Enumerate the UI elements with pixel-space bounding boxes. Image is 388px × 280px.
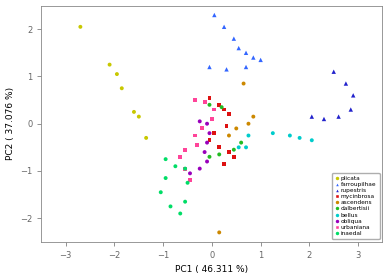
Point [206, 65, 213, 69]
Point [243, 65, 249, 69]
Point [250, 55, 256, 60]
Point [182, 199, 188, 204]
Point [167, 204, 173, 209]
Point [119, 86, 125, 90]
Point [192, 133, 198, 138]
Point [221, 25, 227, 29]
Point [163, 157, 169, 161]
Point [187, 171, 193, 176]
Point [245, 133, 251, 138]
Point [201, 100, 208, 105]
Point [206, 138, 213, 143]
Point [231, 155, 237, 159]
Point [177, 211, 184, 216]
Point [270, 131, 276, 136]
Point [221, 162, 227, 166]
X-axis label: PC1 ( 46.311 %): PC1 ( 46.311 %) [175, 265, 248, 274]
Point [241, 81, 247, 86]
Point [206, 95, 213, 100]
Point [287, 133, 293, 138]
Point [209, 117, 215, 121]
Point [343, 81, 349, 86]
Point [221, 107, 227, 112]
Point [187, 178, 193, 183]
Point [245, 122, 251, 126]
Point [204, 159, 210, 164]
Point [321, 117, 327, 121]
Legend: plicata, farroupilhae, rupestris, mycinbrosa, ascendens, dalbertisii, bellus, ob: plicata, farroupilhae, rupestris, mycinb… [332, 173, 379, 239]
Point [204, 122, 210, 126]
Point [206, 102, 213, 107]
Point [182, 166, 188, 171]
Point [231, 148, 237, 152]
Point [309, 138, 315, 143]
Point [223, 67, 230, 72]
Point [182, 148, 188, 152]
Point [106, 62, 113, 67]
Point [296, 136, 303, 140]
Point [194, 143, 201, 147]
Point [136, 114, 142, 119]
Point [206, 155, 213, 159]
Point [199, 126, 205, 131]
Point [231, 36, 237, 41]
Point [182, 166, 188, 171]
Point [236, 145, 242, 150]
Point [216, 145, 222, 150]
Point [206, 131, 213, 136]
Point [197, 166, 203, 171]
Point [201, 1, 208, 5]
Point [197, 119, 203, 123]
Point [143, 136, 149, 140]
Point [192, 98, 198, 102]
Point [216, 102, 222, 107]
Point [309, 114, 315, 119]
Point [350, 93, 356, 98]
Point [172, 164, 178, 169]
Point [233, 126, 239, 131]
Point [211, 13, 217, 17]
Point [184, 181, 191, 185]
Point [238, 140, 244, 145]
Point [250, 114, 256, 119]
Point [163, 176, 169, 180]
Point [158, 190, 164, 195]
Point [331, 69, 337, 74]
Point [216, 230, 222, 235]
Point [336, 114, 342, 119]
Point [348, 107, 354, 112]
Point [226, 133, 232, 138]
Point [204, 140, 210, 145]
Y-axis label: PC2 ( 37.076 %): PC2 ( 37.076 %) [5, 87, 15, 160]
Point [226, 112, 232, 116]
Point [177, 155, 184, 159]
Point [77, 25, 83, 29]
Point [236, 46, 242, 50]
Point [243, 145, 249, 150]
Point [218, 105, 225, 109]
Point [223, 124, 230, 128]
Point [211, 131, 217, 136]
Point [131, 110, 137, 114]
Point [243, 51, 249, 55]
Point [216, 152, 222, 157]
Point [114, 72, 120, 76]
Point [201, 150, 208, 154]
Point [258, 58, 264, 62]
Point [226, 150, 232, 154]
Point [211, 107, 217, 112]
